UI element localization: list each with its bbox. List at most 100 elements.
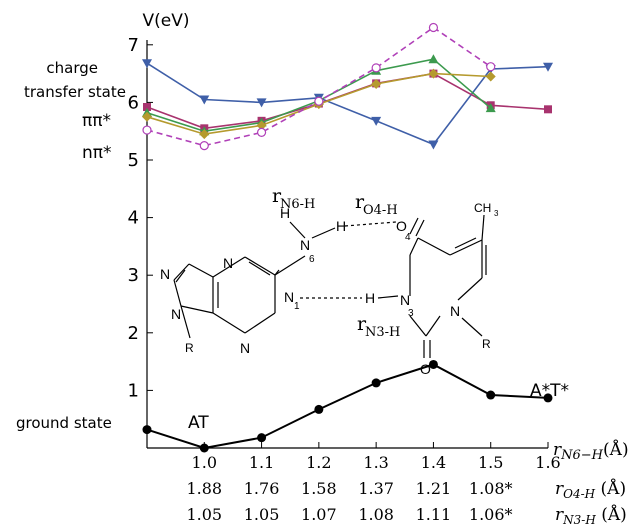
extra-axis-value: 1.88 xyxy=(186,479,222,498)
y-ticks: 1 2 3 4 5 6 7 xyxy=(128,35,153,401)
extra-axis-title: rN3-H (Å) xyxy=(555,504,627,525)
extra-axis-value: 1.11 xyxy=(416,505,452,524)
label-rn3h-sub: N3-H xyxy=(365,325,400,340)
atom-n3: N xyxy=(400,292,410,308)
extra-axis-title: rO4-H (Å) xyxy=(555,478,626,501)
data-point xyxy=(428,54,439,64)
data-point xyxy=(256,127,267,137)
series-line xyxy=(146,62,549,146)
series-line xyxy=(146,72,549,130)
data-point xyxy=(142,59,152,69)
atom-n6: N xyxy=(300,237,310,253)
molecule-diagram xyxy=(173,214,487,358)
data-point xyxy=(143,103,151,112)
data-point xyxy=(371,378,381,388)
state-label-atstar: A*T* xyxy=(530,381,569,401)
y-tick-label: 1 xyxy=(128,380,139,401)
data-point xyxy=(543,62,553,72)
label-ro4h: r xyxy=(355,191,365,213)
y-tick-label: 5 xyxy=(128,150,139,171)
atom-n1-thymine: N xyxy=(450,303,460,319)
data-point xyxy=(543,393,553,403)
extra-axis-value: 1.07 xyxy=(301,505,337,524)
label-rn6h: r xyxy=(272,185,282,207)
atom-h-mid: H xyxy=(336,218,346,234)
data-point xyxy=(199,95,210,105)
extra-axis-value: 1.58 xyxy=(301,479,337,498)
x-tick-label: 1.4 xyxy=(421,453,446,472)
x-tick-label: 1.0 xyxy=(192,453,217,472)
data-point xyxy=(142,425,152,435)
data-point xyxy=(199,443,209,453)
x-axis-title: rN6−H(Å) xyxy=(553,439,629,463)
state-label-ct-line1: charge xyxy=(46,59,98,77)
atom-n6-index: 6 xyxy=(309,254,315,265)
data-point xyxy=(257,433,267,443)
data-point xyxy=(486,62,496,72)
extra-axis-value: 1.08* xyxy=(469,479,513,498)
atom-ch3: CH xyxy=(474,201,491,215)
atom-o4: O xyxy=(396,218,407,234)
data-point xyxy=(371,116,382,126)
atom-n7: N xyxy=(223,255,233,271)
x-tick-label: 1.5 xyxy=(478,453,503,472)
y-tick-label: 3 xyxy=(128,265,139,286)
data-point xyxy=(486,390,496,400)
extra-axis-value: 1.37 xyxy=(358,479,394,498)
atom-n9: N xyxy=(171,306,181,322)
atom-ch3-index: 3 xyxy=(494,209,499,218)
state-label-npi: nπ* xyxy=(82,143,112,163)
extra-axis-value: 1.06* xyxy=(469,505,513,524)
data-point xyxy=(256,120,267,131)
data-point xyxy=(371,78,382,89)
extra-axis-value: 1.05 xyxy=(186,505,222,524)
y-tick-label: 7 xyxy=(128,35,139,56)
extra-axis-value: 1.76 xyxy=(244,479,280,498)
data-point xyxy=(142,111,152,122)
atom-n1: N xyxy=(284,289,294,305)
y-axis-label: V(eV) xyxy=(143,11,190,31)
atom-r-right: R xyxy=(482,337,491,351)
data-point xyxy=(485,71,496,82)
x-tick-label: 1.2 xyxy=(306,453,331,472)
state-label-ct-line2: transfer state xyxy=(24,83,126,101)
data-point xyxy=(428,359,438,369)
x-ticks: 1.0 1.1 1.2 1.3 1.4 1.5 1.6 xyxy=(192,442,561,472)
data-point xyxy=(428,22,439,33)
data-point xyxy=(199,141,209,151)
data-point xyxy=(428,68,439,79)
extra-axis-value: 1.08 xyxy=(358,505,394,524)
state-label-at: AT xyxy=(188,413,209,433)
state-label-pipi: ππ* xyxy=(82,111,111,131)
series-line xyxy=(146,26,492,147)
atom-h-n6: H xyxy=(280,205,290,221)
data-point xyxy=(314,404,324,414)
label-ro4h-sub: O4-H xyxy=(363,203,398,218)
data-point xyxy=(256,98,267,108)
atom-n-left: N xyxy=(160,266,170,282)
y-tick-label: 4 xyxy=(128,208,139,229)
data-point xyxy=(485,103,496,113)
atom-n1-index: 1 xyxy=(294,301,300,312)
atom-n3-index: 3 xyxy=(408,308,414,319)
extra-axis-value: 1.21 xyxy=(416,479,452,498)
atom-o4-index: 4 xyxy=(405,232,411,243)
extra-axes: 1.88 1.76 1.58 1.37 1.21 1.08* rO4-H (Å) 1.05 1.… xyxy=(186,478,626,525)
atom-h-n3: H xyxy=(365,290,375,306)
x-tick-label: 1.3 xyxy=(363,453,388,472)
extra-axis-value: 1.05 xyxy=(244,505,280,524)
x-tick-label: 1.1 xyxy=(249,453,274,472)
data-point xyxy=(371,63,381,73)
atom-n3-bottom: N xyxy=(240,340,250,356)
molecule-labels: H N 6 H O 4 N N N R N N 1 H N 3 N R O CH… xyxy=(160,185,499,377)
data-point xyxy=(428,140,439,150)
atom-r-left: R xyxy=(185,341,194,355)
series-layer xyxy=(142,22,553,453)
atom-o2: O xyxy=(420,361,431,377)
y-tick-label: 6 xyxy=(128,92,139,113)
series-line xyxy=(146,363,549,450)
y-tick-label: 2 xyxy=(128,323,139,344)
data-point xyxy=(199,129,210,140)
data-point xyxy=(544,105,552,114)
